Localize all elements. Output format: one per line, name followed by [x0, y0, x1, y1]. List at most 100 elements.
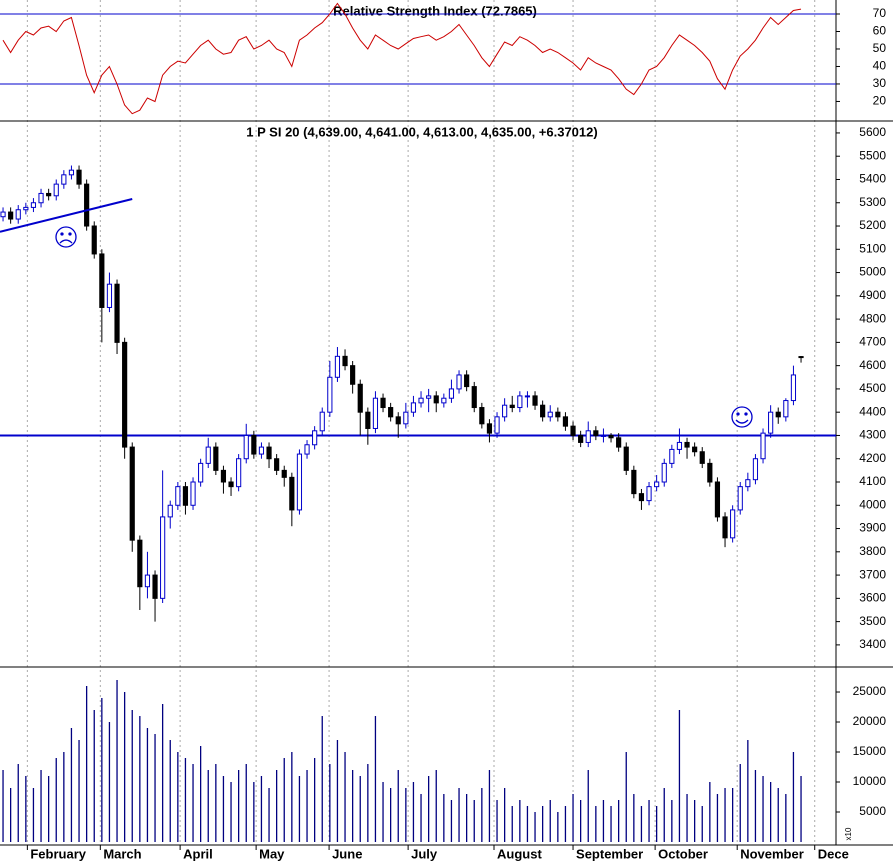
candle-body	[388, 407, 394, 418]
candle-body	[570, 425, 576, 436]
candle-body	[752, 458, 759, 481]
candle-body	[99, 253, 105, 308]
candle-body	[540, 404, 546, 418]
candle-body	[661, 462, 667, 483]
candle-body	[486, 423, 493, 434]
candle-body	[714, 481, 721, 518]
rsi-title: Relative Strength Index (72.7865)	[333, 3, 537, 18]
candle-body	[144, 574, 151, 588]
candle-body	[357, 383, 363, 413]
candle-body	[334, 355, 341, 378]
y-tick-label: 5400	[859, 172, 886, 186]
y-tick-label: 3400	[859, 637, 886, 651]
candle-body	[327, 376, 333, 413]
x-tick-label: Dece	[818, 846, 849, 861]
y-tick-label: 25000	[853, 684, 887, 698]
candle-body	[23, 206, 29, 211]
candle-body	[669, 448, 675, 464]
x-tick-label: October	[658, 846, 708, 861]
candle-body	[699, 451, 705, 464]
y-tick-label: 20	[873, 94, 887, 108]
candle-body	[53, 183, 59, 197]
candle-body	[68, 169, 75, 176]
candle-body	[745, 479, 751, 488]
trendline	[0, 198, 133, 233]
axis-note: x10	[844, 827, 853, 840]
candle-body	[562, 416, 569, 427]
x-tick-label: April	[183, 846, 213, 861]
candle-body	[737, 486, 743, 511]
candle-body	[608, 434, 614, 439]
candle-body	[365, 411, 371, 429]
candle-body	[547, 411, 553, 418]
candle-body	[730, 509, 736, 539]
candle-body	[243, 434, 249, 460]
y-tick-label: 4600	[859, 358, 886, 372]
candle-body	[372, 397, 379, 429]
candle-body	[707, 462, 713, 483]
y-tick-label: 3900	[859, 521, 886, 535]
candle-body	[312, 430, 318, 446]
x-tick-label: June	[332, 846, 362, 861]
y-tick-label: 20000	[853, 714, 887, 728]
candle-body	[433, 395, 439, 404]
candle-body	[395, 416, 401, 425]
happy-face	[731, 406, 753, 428]
candle-body	[722, 516, 728, 539]
x-tick-label: May	[259, 846, 285, 861]
y-tick-label: 60	[873, 24, 887, 38]
y-tick-label: 5100	[859, 241, 886, 255]
candle-body	[456, 374, 462, 390]
y-tick-label: 4500	[859, 381, 886, 395]
candle-body	[509, 404, 515, 409]
candle-body	[418, 397, 424, 404]
candle-body	[692, 446, 698, 453]
candle-body	[296, 453, 303, 511]
y-tick-label: 4700	[859, 335, 886, 349]
y-tick-label: 4800	[859, 311, 886, 325]
candle-body	[319, 411, 325, 432]
candle-body	[258, 446, 265, 455]
y-tick-label: 5200	[859, 218, 886, 232]
candle-body	[532, 395, 538, 406]
candle-body	[426, 395, 432, 399]
y-tick-label: 4900	[859, 288, 886, 302]
candle-body	[555, 411, 561, 418]
candle-body	[251, 434, 257, 455]
candle-body	[585, 430, 591, 443]
candle-body	[464, 374, 470, 388]
candle-body	[137, 539, 143, 588]
candle-body	[15, 209, 21, 220]
candle-body	[76, 169, 82, 185]
candle-body	[114, 283, 120, 343]
y-tick-label: 15000	[853, 744, 887, 758]
candle-body	[289, 476, 295, 511]
candle-body	[30, 202, 37, 208]
x-tick-label: February	[30, 846, 86, 861]
y-tick-label: 5000	[859, 265, 886, 279]
candle-body	[600, 434, 607, 437]
candle-body	[631, 469, 637, 495]
candle-body	[798, 356, 804, 359]
x-tick-label: November	[740, 846, 804, 861]
y-tick-label: 4400	[859, 404, 886, 418]
candle-body	[524, 395, 531, 398]
sad-face	[55, 226, 77, 248]
candle-body	[190, 481, 196, 506]
price-title: 1 P SI 20 (4,639.00, 4,641.00, 4,613.00,…	[246, 124, 597, 139]
y-tick-label: 4100	[859, 474, 886, 488]
x-tick-label: September	[576, 846, 643, 861]
candle-body	[441, 397, 447, 404]
candle-body	[91, 225, 97, 255]
candle-body	[494, 416, 500, 434]
y-tick-label: 3600	[859, 591, 886, 605]
candle-body	[152, 574, 158, 599]
candle-body	[380, 397, 386, 409]
candle-body	[517, 395, 523, 409]
candle-body	[775, 411, 781, 418]
y-tick-label: 70	[873, 6, 887, 20]
candle-body	[198, 462, 204, 483]
candle-body	[281, 469, 287, 478]
candle-body	[676, 441, 683, 450]
